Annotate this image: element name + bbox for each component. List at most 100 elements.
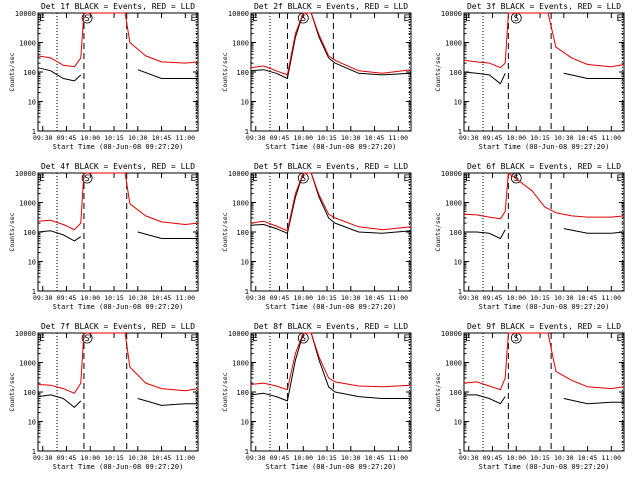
- y-tick-label: 100: [449, 229, 462, 237]
- x-tick-label: 10:15: [530, 134, 550, 142]
- x-tick-label: 09:30: [459, 454, 479, 462]
- y-tick-label: 1: [458, 288, 462, 296]
- x-tick-label: 10:15: [317, 454, 337, 462]
- y-tick-label: 100: [236, 69, 249, 77]
- attenuator-marker: E: [617, 174, 622, 184]
- x-tick-label: 10:45: [152, 134, 172, 142]
- x-tick-label: 09:45: [57, 454, 77, 462]
- series-events: [463, 71, 624, 85]
- x-axis-label: Start Time (08-Jun-08 09:27:20): [53, 463, 184, 471]
- y-tick-label: 10: [241, 99, 249, 107]
- attenuator-marker: E: [465, 334, 470, 344]
- y-tick-label: 10: [28, 99, 36, 107]
- x-tick-label: 10:15: [317, 134, 337, 142]
- attenuator-marker: S: [514, 14, 519, 24]
- attenuator-marker: E: [39, 334, 44, 344]
- series-lld: [250, 172, 412, 232]
- series-lld: [463, 172, 625, 220]
- x-tick-label: 09:45: [57, 294, 77, 302]
- plot-frame: [37, 172, 199, 292]
- attenuator-marker: E: [191, 14, 196, 24]
- plot-frame: [37, 332, 199, 452]
- attenuator-marker: E: [617, 14, 622, 24]
- y-tick-label: 10: [454, 99, 462, 107]
- x-tick-label: 10:45: [365, 134, 385, 142]
- plot-frame: [463, 12, 625, 132]
- x-tick-label: 11:00: [176, 134, 196, 142]
- x-tick-label: 09:30: [246, 294, 266, 302]
- y-tick-label: 1000: [232, 200, 249, 208]
- y-axis-label: Counts/sec: [434, 212, 442, 251]
- y-tick-label: 10000: [228, 10, 249, 18]
- panel-title: Det 7f BLACK = Events, RED = LLD: [41, 322, 195, 331]
- x-tick-label: 10:15: [104, 454, 124, 462]
- y-tick-label: 100: [236, 389, 249, 397]
- x-tick-label: 10:30: [341, 454, 361, 462]
- y-tick-label: 10000: [228, 330, 249, 338]
- x-tick-label: 09:30: [33, 294, 53, 302]
- attenuator-marker: E: [252, 14, 257, 24]
- series-lld: [463, 12, 625, 69]
- x-tick-label: 10:30: [128, 454, 148, 462]
- attenuator-marker: S: [84, 174, 89, 184]
- x-tick-label: 10:00: [506, 294, 526, 302]
- series-events: [250, 172, 412, 234]
- y-tick-label: 10000: [228, 170, 249, 178]
- y-axis-label: Counts/sec: [221, 212, 229, 251]
- x-tick-label: 10:00: [293, 454, 313, 462]
- attenuator-marker: E: [252, 174, 257, 184]
- panel-det-1: Det 1f BLACK = Events, RED = LLD 1 10 100 10…: [8, 2, 199, 151]
- x-tick-label: 10:45: [152, 454, 172, 462]
- y-axis-label: Counts/sec: [434, 52, 442, 91]
- y-axis-label: Counts/sec: [8, 52, 16, 91]
- panel-det-5: Det 5f BLACK = Events, RED = LLD 1 10 100 10…: [221, 162, 412, 311]
- panel-title: Det 8f BLACK = Events, RED = LLD: [254, 322, 408, 331]
- y-tick-label: 100: [23, 389, 36, 397]
- attenuator-marker: S: [301, 174, 306, 184]
- x-tick-label: 10:00: [506, 134, 526, 142]
- y-tick-label: 10: [454, 419, 462, 427]
- plot-frame: [463, 332, 625, 452]
- y-tick-label: 1000: [19, 40, 36, 48]
- y-tick-label: 1000: [232, 40, 249, 48]
- plot-frame: [250, 332, 412, 452]
- x-tick-label: 11:00: [176, 454, 196, 462]
- y-tick-label: 1: [245, 128, 249, 136]
- attenuator-marker: E: [465, 174, 470, 184]
- attenuator-marker: S: [84, 334, 89, 344]
- panel-title: Det 3f BLACK = Events, RED = LLD: [467, 2, 621, 11]
- x-tick-label: 10:00: [506, 454, 526, 462]
- x-tick-label: 10:45: [578, 454, 598, 462]
- series-events: [250, 332, 411, 402]
- x-axis-label: Start Time (08-Jun-08 09:27:20): [479, 303, 610, 311]
- attenuator-marker: E: [404, 174, 409, 184]
- x-axis-label: Start Time (08-Jun-08 09:27:20): [479, 463, 610, 471]
- attenuator-marker: S: [514, 334, 519, 344]
- y-tick-label: 1: [32, 128, 36, 136]
- y-axis-label: Counts/sec: [221, 52, 229, 91]
- y-tick-label: 1000: [445, 360, 462, 368]
- x-tick-label: 10:15: [530, 454, 550, 462]
- panel-det-4: Det 4f BLACK = Events, RED = LLD 1 10 100 10…: [8, 162, 199, 311]
- attenuator-marker: E: [617, 334, 622, 344]
- y-tick-label: 10: [28, 259, 36, 267]
- x-tick-label: 10:00: [80, 294, 100, 302]
- x-tick-label: 11:00: [602, 454, 622, 462]
- y-tick-label: 1000: [445, 40, 462, 48]
- series-events: [464, 394, 624, 405]
- y-tick-label: 10000: [15, 170, 36, 178]
- x-tick-label: 10:45: [152, 294, 172, 302]
- series-lld: [37, 172, 199, 231]
- y-tick-label: 1000: [19, 200, 36, 208]
- x-tick-label: 10:30: [341, 134, 361, 142]
- x-tick-label: 10:00: [293, 294, 313, 302]
- attenuator-marker: E: [404, 14, 409, 24]
- y-axis-label: Counts/sec: [434, 372, 442, 411]
- x-tick-label: 11:00: [389, 294, 409, 302]
- y-tick-label: 10000: [441, 330, 462, 338]
- series-events: [37, 394, 198, 408]
- x-tick-label: 10:45: [578, 134, 598, 142]
- y-tick-label: 100: [449, 389, 462, 397]
- attenuator-marker: E: [39, 14, 44, 24]
